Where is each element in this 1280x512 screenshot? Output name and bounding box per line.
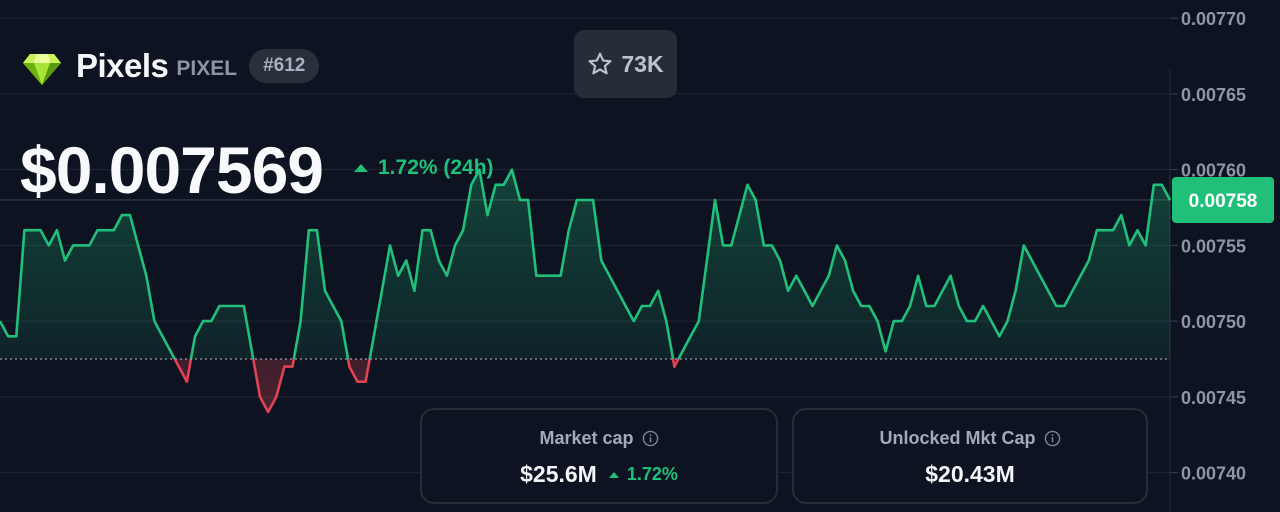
y-tick-label: 0.00750 (1181, 312, 1246, 332)
up-arrow-icon (608, 471, 619, 478)
unlocked-mkt-cap-label-text: Unlocked Mkt Cap (879, 428, 1036, 448)
coin-header: Pixels PIXEL #612 (22, 44, 320, 88)
market-cap-value-row: $25.6M 1.72% (520, 461, 678, 488)
current-price: $0.007569 (20, 133, 324, 207)
unlocked-mkt-cap-card: Unlocked Mkt Cap $20.43M (792, 408, 1148, 504)
current-price-tag (1172, 176, 1274, 223)
current-price-tag-label: 0.00758 (1189, 191, 1258, 212)
market-cap-value: $25.6M (520, 461, 597, 487)
watchlist-button[interactable]: 73K (574, 30, 677, 98)
market-cap-change: 1.72% (608, 464, 678, 485)
market-cap-label-text: Market cap (539, 428, 634, 448)
market-cap-label: Market cap (539, 428, 658, 449)
info-icon[interactable] (642, 430, 659, 447)
coin-symbol: PIXEL (176, 57, 238, 80)
unlocked-mkt-cap-value-row: $20.43M (925, 461, 1015, 488)
area-fill-up (0, 169, 1170, 360)
unlocked-mkt-cap-label: Unlocked Mkt Cap (879, 428, 1060, 449)
coin-name: Pixels (76, 47, 169, 84)
up-arrow-icon (354, 164, 368, 172)
y-tick-label: 0.00745 (1181, 388, 1246, 408)
y-tick-label: 0.00740 (1181, 464, 1246, 484)
price-change-value: 1.72% (24h) (378, 156, 494, 179)
y-tick-label: 0.00760 (1181, 161, 1246, 181)
y-tick-label: 0.00765 (1181, 85, 1246, 105)
rank-badge: #612 (249, 49, 320, 83)
unlocked-mkt-cap-value: $20.43M (925, 461, 1015, 487)
y-tick-label: 0.00755 (1181, 236, 1246, 256)
star-icon (588, 52, 612, 75)
market-cap-card: Market cap $25.6M 1.72% (420, 408, 778, 504)
pixels-gem-icon (23, 54, 61, 85)
price-change-24h: 1.72% (24h) (354, 156, 494, 180)
info-icon[interactable] (1044, 430, 1061, 447)
price-line-up (0, 168, 1172, 360)
market-cap-change-value: 1.72% (626, 464, 678, 484)
watchlist-count: 73K (621, 50, 664, 77)
y-tick-label: 0.00770 (1181, 9, 1246, 29)
